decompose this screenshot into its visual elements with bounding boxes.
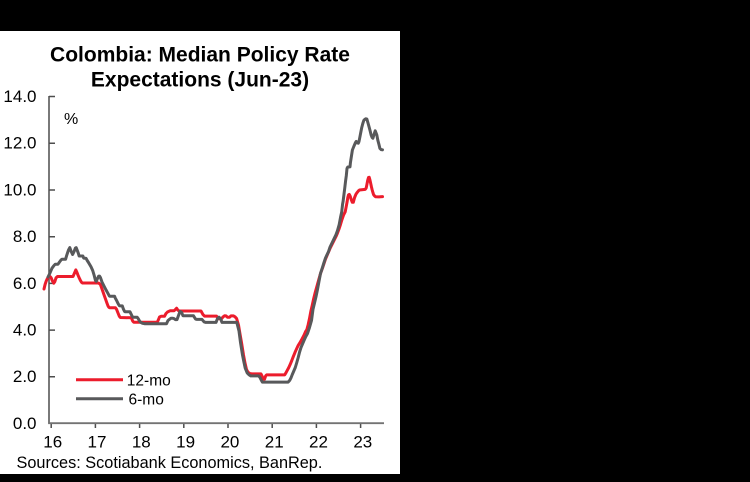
svg-text:20: 20 xyxy=(220,433,239,452)
svg-text:14.0: 14.0 xyxy=(3,87,36,106)
svg-text:19: 19 xyxy=(176,433,195,452)
svg-text:Sources: Scotiabank Economics,: Sources: Scotiabank Economics, BanRep. xyxy=(17,454,323,472)
svg-text:Colombia: Median Policy Rate: Colombia: Median Policy Rate xyxy=(50,44,350,67)
svg-text:22: 22 xyxy=(309,433,328,452)
svg-text:%: % xyxy=(64,111,78,128)
svg-text:Expectations (Jun-23): Expectations (Jun-23) xyxy=(91,69,309,92)
svg-text:12-mo: 12-mo xyxy=(127,373,171,390)
svg-text:18: 18 xyxy=(132,433,151,452)
svg-text:8.0: 8.0 xyxy=(13,227,37,246)
svg-text:0.0: 0.0 xyxy=(13,414,37,433)
svg-text:16: 16 xyxy=(43,433,62,452)
svg-text:6-mo: 6-mo xyxy=(129,392,164,409)
svg-text:4.0: 4.0 xyxy=(13,321,37,340)
svg-text:17: 17 xyxy=(88,433,107,452)
svg-text:6.0: 6.0 xyxy=(13,274,37,293)
svg-text:21: 21 xyxy=(265,433,284,452)
svg-text:2.0: 2.0 xyxy=(13,367,37,386)
svg-text:23: 23 xyxy=(353,433,372,452)
svg-text:10.0: 10.0 xyxy=(3,180,36,199)
svg-text:12.0: 12.0 xyxy=(3,134,36,153)
